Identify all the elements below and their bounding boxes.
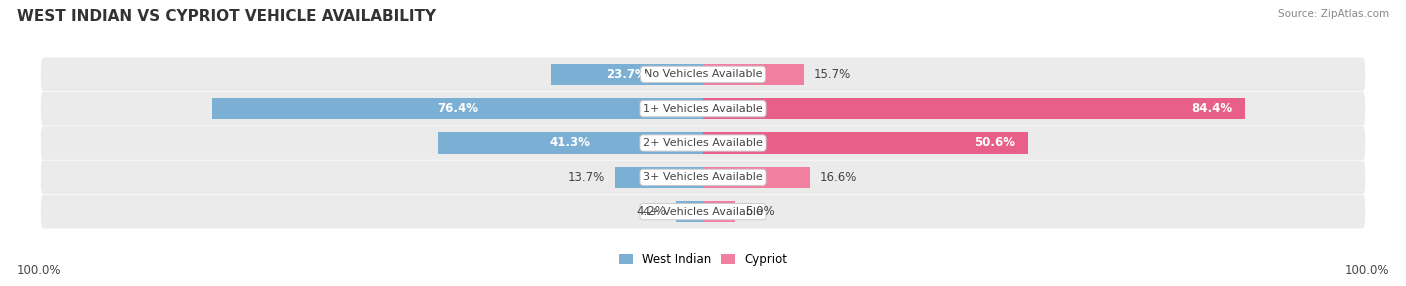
FancyBboxPatch shape [41,92,1365,126]
FancyBboxPatch shape [41,160,1365,194]
Text: 2+ Vehicles Available: 2+ Vehicles Available [643,138,763,148]
Text: 23.7%: 23.7% [606,68,647,81]
Bar [551,64,703,85]
Bar [437,132,703,154]
Text: 4.2%: 4.2% [637,205,666,218]
Text: 13.7%: 13.7% [568,171,606,184]
Text: 50.6%: 50.6% [974,136,1015,150]
FancyBboxPatch shape [41,195,1365,229]
Bar [703,132,1028,154]
Text: No Vehicles Available: No Vehicles Available [644,69,762,79]
Bar [703,167,810,188]
Bar [703,98,1246,119]
Bar [703,64,804,85]
Text: 100.0%: 100.0% [17,265,62,277]
Text: 5.0%: 5.0% [745,205,775,218]
Text: 1+ Vehicles Available: 1+ Vehicles Available [643,104,763,114]
Bar [676,201,703,222]
FancyBboxPatch shape [41,126,1365,160]
FancyBboxPatch shape [41,57,1365,91]
Text: 15.7%: 15.7% [814,68,851,81]
Text: 100.0%: 100.0% [1344,265,1389,277]
Legend: West Indian, Cypriot: West Indian, Cypriot [614,249,792,271]
Text: 41.3%: 41.3% [550,136,591,150]
Text: 84.4%: 84.4% [1191,102,1233,115]
Text: 16.6%: 16.6% [820,171,856,184]
Text: 76.4%: 76.4% [437,102,478,115]
Bar [614,167,703,188]
Text: 4+ Vehicles Available: 4+ Vehicles Available [643,207,763,217]
Bar [212,98,703,119]
Text: Source: ZipAtlas.com: Source: ZipAtlas.com [1278,9,1389,19]
Text: WEST INDIAN VS CYPRIOT VEHICLE AVAILABILITY: WEST INDIAN VS CYPRIOT VEHICLE AVAILABIL… [17,9,436,23]
Bar [703,201,735,222]
Text: 3+ Vehicles Available: 3+ Vehicles Available [643,172,763,182]
